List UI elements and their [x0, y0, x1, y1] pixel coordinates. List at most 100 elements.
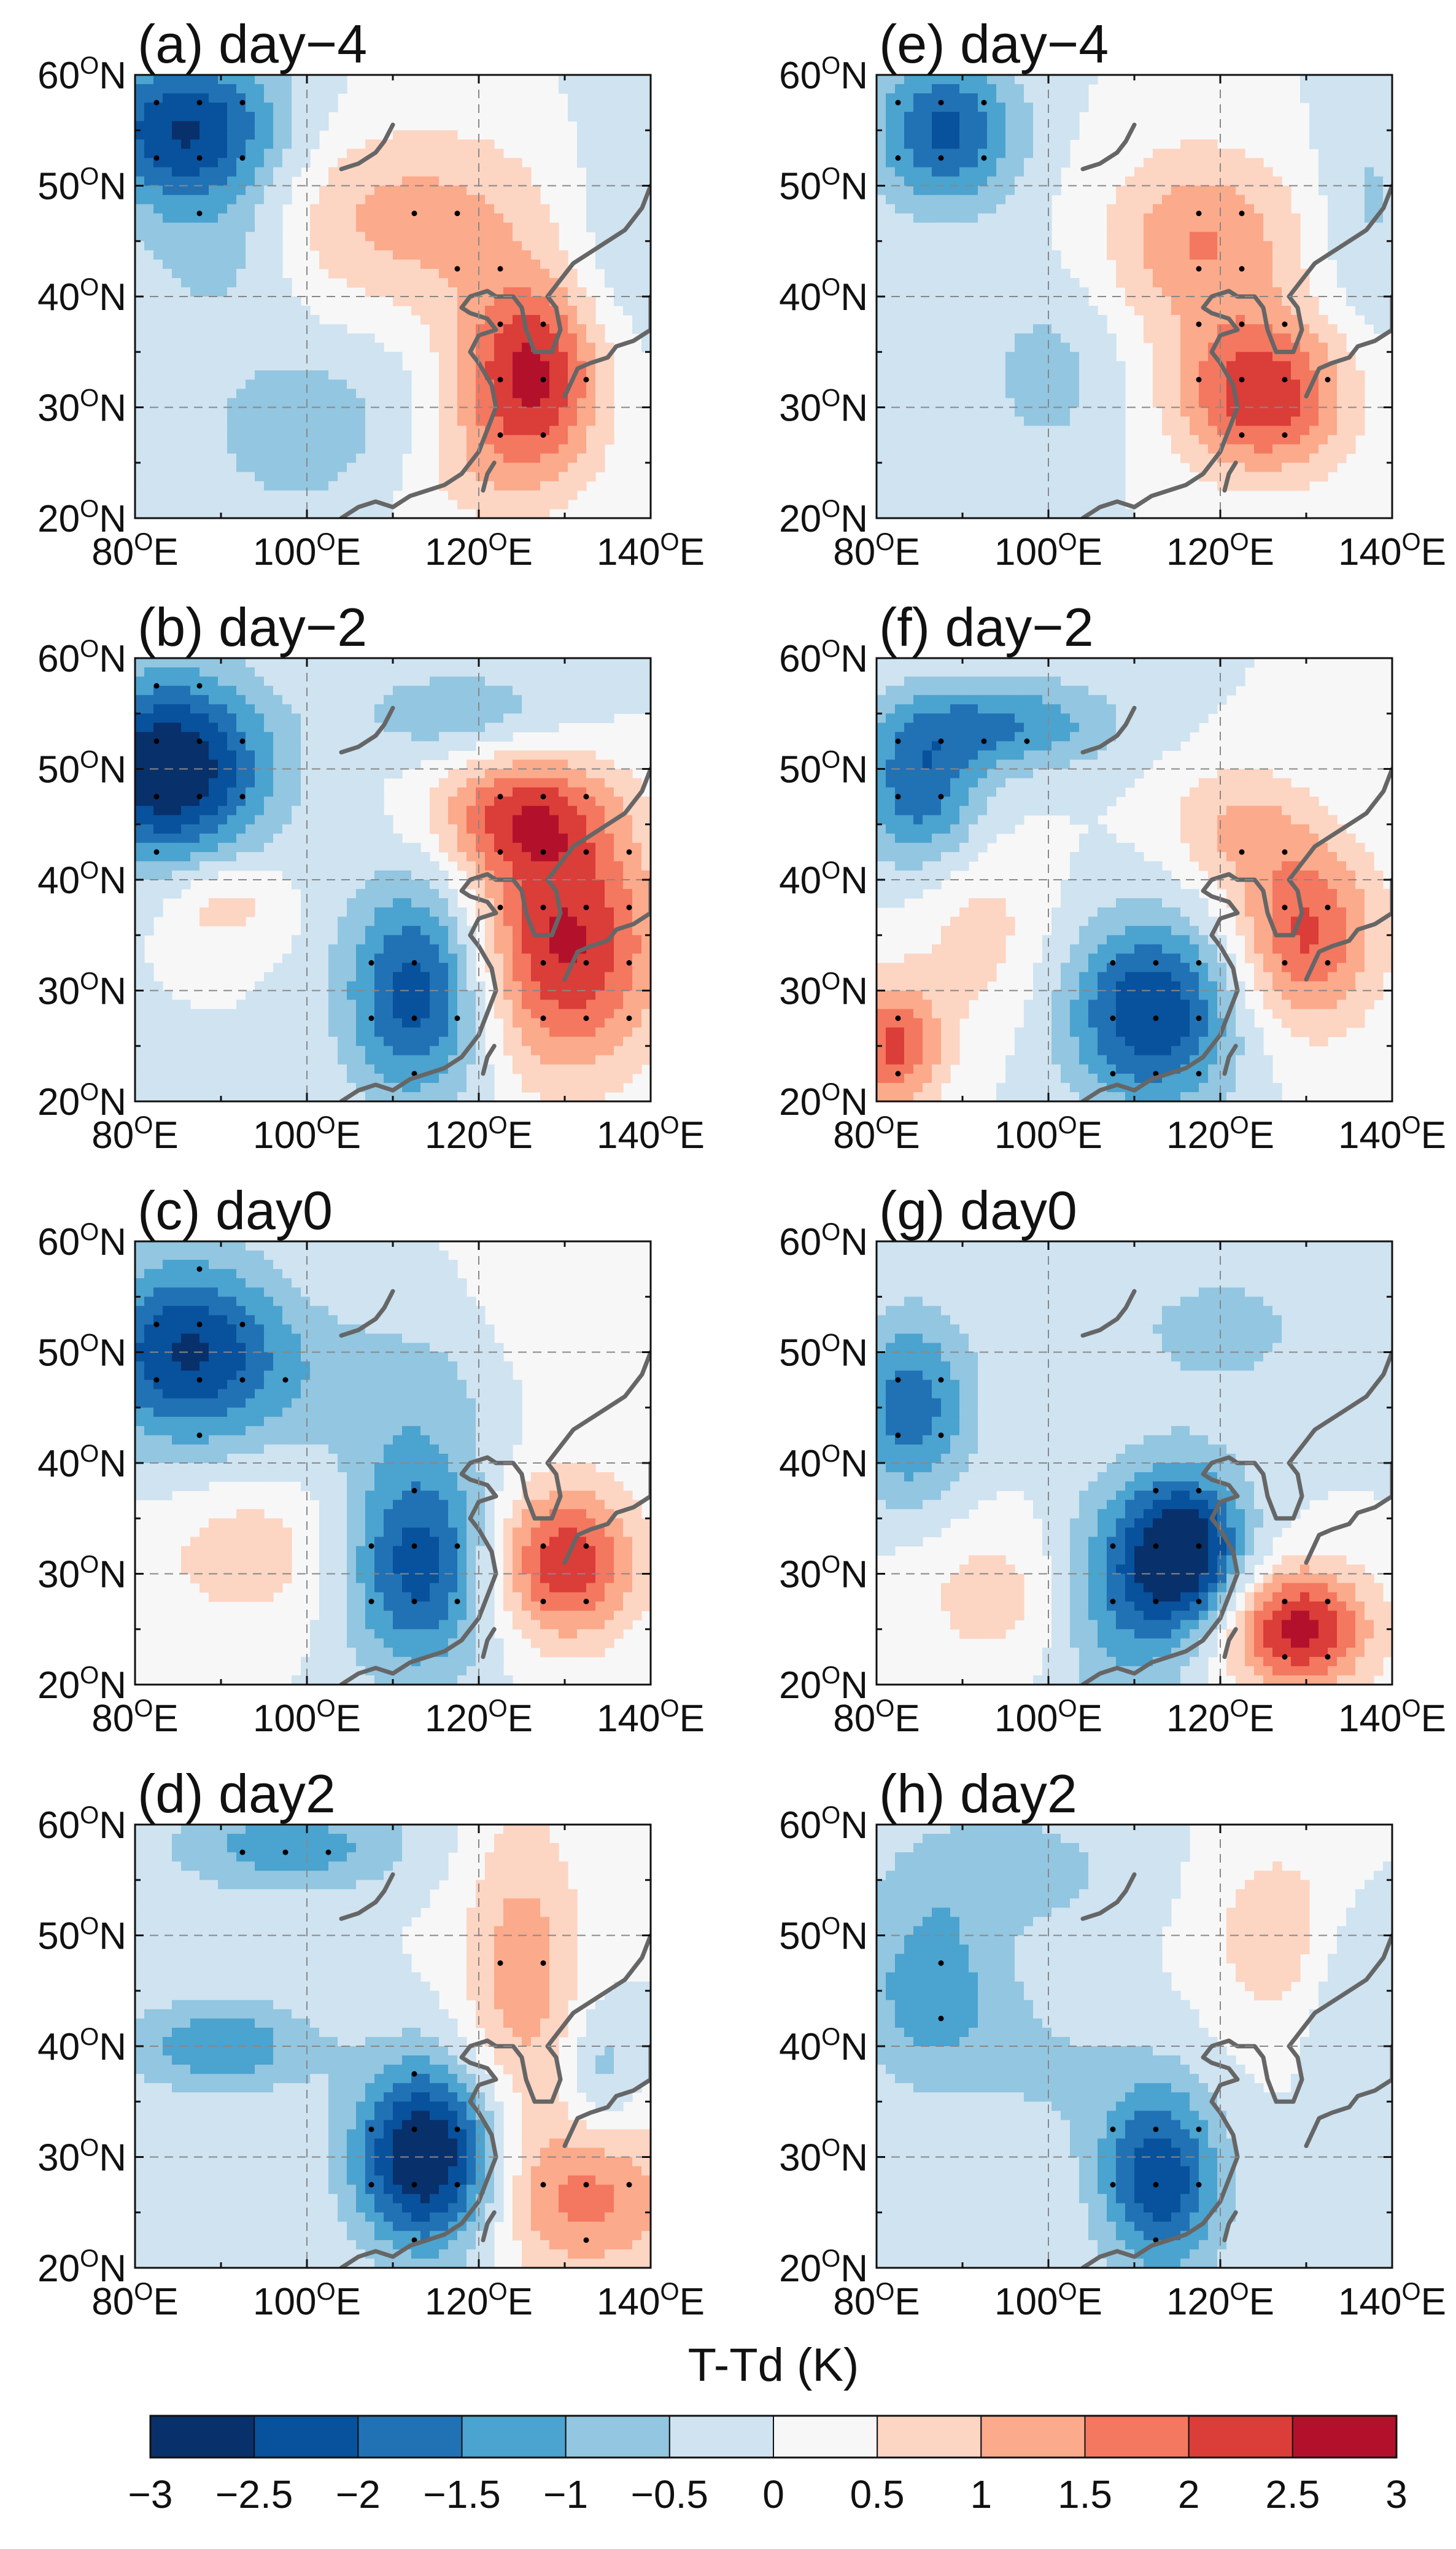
field-cell	[172, 508, 182, 518]
field-cell	[513, 213, 522, 223]
field-cell	[586, 861, 596, 871]
field-cell	[522, 1036, 532, 1047]
field-cell	[467, 259, 476, 270]
field-cell	[328, 508, 338, 518]
field-cell	[190, 333, 200, 343]
field-cell	[172, 759, 182, 770]
field-cell	[374, 953, 384, 963]
field-cell	[568, 277, 578, 288]
field-cell	[402, 241, 412, 251]
field-cell	[595, 917, 605, 926]
field-cell	[467, 1027, 476, 1038]
field-cell	[411, 842, 421, 853]
field-cell	[503, 695, 513, 705]
field-cell	[411, 990, 421, 1001]
field-cell	[135, 889, 145, 899]
field-cell	[301, 103, 311, 112]
field-cell	[513, 658, 522, 668]
field-cell	[153, 1027, 163, 1038]
field-cell	[531, 444, 541, 454]
field-cell	[577, 379, 587, 390]
field-cell	[319, 1287, 329, 1297]
field-cell	[227, 407, 237, 417]
field-cell	[439, 953, 449, 963]
field-cell	[190, 1315, 200, 1325]
field-cell	[531, 490, 541, 500]
field-cell	[420, 1287, 430, 1297]
field-cell	[559, 444, 568, 454]
field-cell	[430, 222, 440, 233]
field-cell	[641, 222, 651, 233]
field-cell	[273, 1278, 283, 1288]
field-cell	[338, 379, 347, 390]
field-cell	[282, 389, 292, 399]
field-cell	[513, 990, 522, 1001]
field-cell	[393, 741, 403, 751]
field-cell	[301, 713, 311, 723]
field-cell	[181, 1297, 191, 1306]
field-cell	[632, 824, 642, 834]
field-cell	[282, 1046, 292, 1056]
field-cell	[273, 250, 283, 260]
field-cell	[199, 1297, 209, 1306]
field-cell	[374, 167, 384, 177]
field-cell	[522, 880, 532, 890]
field-cell	[605, 250, 614, 260]
field-cell	[439, 833, 449, 844]
field-cell	[540, 398, 550, 408]
field-cell	[522, 999, 532, 1010]
field-cell	[614, 981, 624, 991]
field-cell	[144, 658, 154, 668]
field-cell	[264, 723, 274, 732]
field-cell	[559, 1027, 568, 1038]
field-cell	[365, 398, 375, 408]
field-cell	[494, 805, 504, 816]
field-cell	[135, 1046, 145, 1056]
field-cell	[513, 723, 522, 732]
field-cell	[430, 1009, 440, 1019]
field-cell	[384, 769, 393, 779]
field-cell	[338, 713, 347, 723]
field-cell	[577, 907, 587, 917]
field-cell	[209, 1055, 219, 1065]
field-cell	[163, 713, 172, 723]
field-cell	[356, 999, 366, 1010]
field-cell	[503, 824, 513, 834]
field-cell	[549, 686, 559, 696]
field-cell	[264, 1324, 274, 1335]
field-cell	[190, 1241, 200, 1251]
field-cell	[393, 425, 403, 436]
field-cell	[522, 462, 532, 473]
field-cell	[347, 963, 357, 973]
field-cell	[531, 277, 541, 288]
field-cell	[144, 176, 154, 187]
field-cell	[384, 176, 393, 187]
field-cell	[218, 204, 228, 214]
x-tick-label: 120OE	[425, 529, 533, 573]
field-cell	[144, 732, 154, 742]
field-cell	[402, 1315, 412, 1325]
field-cell	[218, 195, 228, 205]
field-cell	[218, 704, 228, 714]
field-cell	[632, 805, 642, 816]
field-cell	[282, 481, 292, 491]
field-cell	[522, 778, 532, 788]
field-cell	[577, 471, 587, 482]
field-cell	[163, 1306, 172, 1316]
field-cell	[246, 1269, 255, 1279]
field-cell	[485, 787, 495, 797]
field-cell	[282, 787, 292, 797]
field-cell	[531, 750, 541, 761]
field-cell	[301, 84, 311, 94]
field-cell	[595, 158, 605, 168]
field-cell	[328, 1315, 338, 1325]
field-cell	[144, 93, 154, 103]
field-cell	[384, 167, 393, 177]
field-cell	[163, 695, 172, 705]
field-cell	[420, 1241, 430, 1251]
field-cell	[586, 204, 596, 214]
field-cell	[605, 769, 614, 779]
field-cell	[347, 204, 357, 214]
field-cell	[522, 1046, 532, 1056]
field-cell	[227, 759, 237, 770]
